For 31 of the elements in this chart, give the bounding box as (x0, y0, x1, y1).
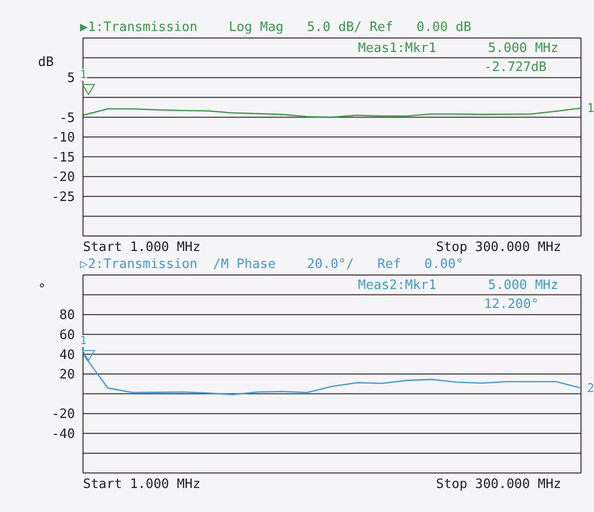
annotation: Meas1:Mkr1 (358, 41, 436, 56)
y-tick-label: -10 (52, 130, 75, 146)
series-label: 2 (587, 381, 594, 396)
chart-title: ▷2:Transmission /M Phase 20.0°/ Ref 0.00° (80, 257, 464, 272)
text: Stop 300.000 MHz (436, 477, 562, 492)
y-axis-title: dB (38, 55, 54, 70)
text: Stop 300.000 MHz (436, 240, 562, 255)
annotation: 1 (80, 334, 87, 347)
y-tick-label: -20 (52, 407, 75, 422)
y-tick-label: -5 (59, 110, 75, 126)
y-tick-label: 40 (59, 348, 75, 363)
y-tick-label: 80 (59, 308, 75, 324)
y-tick-label: -20 (52, 170, 75, 186)
line-series (83, 107, 581, 118)
y-axis-title: ° (38, 282, 46, 297)
y-tick-label: -25 (52, 190, 75, 206)
text: Start 1.000 MHz (83, 240, 200, 255)
annotation: Meas2:Mkr1 (358, 278, 436, 293)
y-tick-label: -40 (52, 427, 75, 442)
annotation: 12.200° (484, 297, 539, 312)
chart-title: ▶1:Transmission Log Mag 5.0 dB/ Ref 0.00 dB (80, 20, 472, 35)
y-tick-label: 20 (59, 368, 75, 383)
y-tick-label: 60 (59, 328, 75, 344)
annotation: 5.000 MHz (488, 41, 558, 56)
text: Start 1.000 MHz (83, 477, 200, 492)
y-tick-label: 5 (67, 71, 75, 86)
annotation: -2.727dB (484, 60, 547, 75)
annotation: 1 (80, 68, 87, 81)
series-label: 1 (587, 101, 594, 116)
y-tick-label: -15 (52, 150, 75, 166)
annotation: 5.000 MHz (488, 278, 558, 293)
